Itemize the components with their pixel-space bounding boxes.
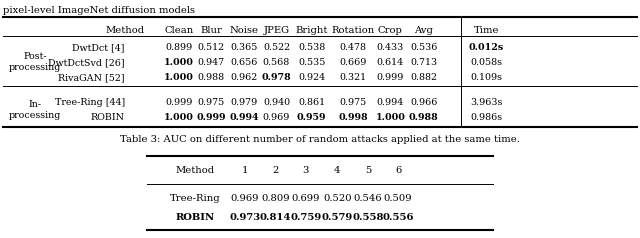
Text: 0.579: 0.579 xyxy=(322,213,353,222)
Text: DwtDctSvd [26]: DwtDctSvd [26] xyxy=(48,58,125,67)
Text: 0.999: 0.999 xyxy=(196,113,226,122)
Text: 0.975: 0.975 xyxy=(340,98,367,107)
Text: JPEG: JPEG xyxy=(264,26,289,35)
Text: 3: 3 xyxy=(303,166,309,175)
Text: 0.924: 0.924 xyxy=(298,73,325,82)
Text: 1.000: 1.000 xyxy=(164,113,194,122)
Text: 3.963s: 3.963s xyxy=(470,98,502,107)
Text: 0.535: 0.535 xyxy=(298,58,325,67)
Text: Tree-Ring: Tree-Ring xyxy=(170,194,221,203)
Text: In-
processing: In- processing xyxy=(9,100,61,120)
Text: 1.000: 1.000 xyxy=(164,58,194,67)
Text: Post-
processing: Post- processing xyxy=(9,52,61,72)
Text: Method: Method xyxy=(175,166,215,175)
Text: 5: 5 xyxy=(365,166,371,175)
Text: 2: 2 xyxy=(272,166,278,175)
Text: 6: 6 xyxy=(395,166,401,175)
Text: 0.999: 0.999 xyxy=(377,73,404,82)
Text: Time: Time xyxy=(474,26,499,35)
Text: 0.899: 0.899 xyxy=(166,43,193,52)
Text: 0.966: 0.966 xyxy=(410,98,437,107)
Text: 0.614: 0.614 xyxy=(377,58,404,67)
Text: 0.947: 0.947 xyxy=(198,58,225,67)
Text: 0.365: 0.365 xyxy=(231,43,258,52)
Text: 0.809: 0.809 xyxy=(261,194,289,203)
Text: 0.959: 0.959 xyxy=(297,113,326,122)
Text: 0.882: 0.882 xyxy=(410,73,437,82)
Text: Noise: Noise xyxy=(230,26,259,35)
Text: 0.814: 0.814 xyxy=(259,213,291,222)
Text: 0.988: 0.988 xyxy=(198,73,225,82)
Text: pixel-level ImageNet diffusion models: pixel-level ImageNet diffusion models xyxy=(3,6,195,15)
Text: 0.546: 0.546 xyxy=(354,194,382,203)
Text: ROBIN: ROBIN xyxy=(175,213,215,222)
Text: 0.433: 0.433 xyxy=(377,43,404,52)
Text: DwtDct [4]: DwtDct [4] xyxy=(72,43,125,52)
Text: 0.512: 0.512 xyxy=(198,43,225,52)
Text: 1: 1 xyxy=(242,166,248,175)
Text: 0.973: 0.973 xyxy=(230,213,260,222)
Text: Crop: Crop xyxy=(378,26,403,35)
Text: 0.522: 0.522 xyxy=(263,43,290,52)
Text: 0.509: 0.509 xyxy=(384,194,412,203)
Text: RivaGAN [52]: RivaGAN [52] xyxy=(58,73,125,82)
Text: 0.568: 0.568 xyxy=(263,58,290,67)
Text: 0.656: 0.656 xyxy=(231,58,258,67)
Text: 0.999: 0.999 xyxy=(166,98,193,107)
Text: 0.986s: 0.986s xyxy=(470,113,502,122)
Text: 0.759: 0.759 xyxy=(291,213,321,222)
Text: 4: 4 xyxy=(334,166,340,175)
Text: Method: Method xyxy=(105,26,145,35)
Text: 0.994: 0.994 xyxy=(377,98,404,107)
Text: 0.861: 0.861 xyxy=(298,98,325,107)
Text: Table 3: AUC on different number of random attacks applied at the same time.: Table 3: AUC on different number of rand… xyxy=(120,135,520,144)
Text: 0.998: 0.998 xyxy=(339,113,368,122)
Text: 0.962: 0.962 xyxy=(231,73,258,82)
Text: 0.321: 0.321 xyxy=(340,73,367,82)
Text: 0.558: 0.558 xyxy=(352,213,384,222)
Text: 0.988: 0.988 xyxy=(409,113,438,122)
Text: 0.478: 0.478 xyxy=(340,43,367,52)
Text: 0.940: 0.940 xyxy=(263,98,290,107)
Text: 0.058s: 0.058s xyxy=(470,58,502,67)
Text: 0.969: 0.969 xyxy=(263,113,290,122)
Text: 0.109s: 0.109s xyxy=(470,73,502,82)
Text: Avg: Avg xyxy=(414,26,433,35)
Text: 1.000: 1.000 xyxy=(376,113,405,122)
Text: 0.538: 0.538 xyxy=(298,43,325,52)
Text: 0.994: 0.994 xyxy=(230,113,259,122)
Text: 0.556: 0.556 xyxy=(382,213,414,222)
Text: 0.520: 0.520 xyxy=(323,194,351,203)
Text: 0.713: 0.713 xyxy=(410,58,437,67)
Text: 0.669: 0.669 xyxy=(340,58,367,67)
Text: 0.969: 0.969 xyxy=(231,194,259,203)
Text: Rotation: Rotation xyxy=(332,26,375,35)
Text: 0.012s: 0.012s xyxy=(468,43,504,52)
Text: Blur: Blur xyxy=(200,26,222,35)
Text: 0.975: 0.975 xyxy=(198,98,225,107)
Text: 0.979: 0.979 xyxy=(231,98,258,107)
Text: Bright: Bright xyxy=(296,26,328,35)
Text: 0.978: 0.978 xyxy=(262,73,291,82)
Text: Clean: Clean xyxy=(164,26,194,35)
Text: 0.699: 0.699 xyxy=(292,194,320,203)
Text: Tree-Ring [44]: Tree-Ring [44] xyxy=(54,98,125,107)
Text: ROBIN: ROBIN xyxy=(91,113,125,122)
Text: 1.000: 1.000 xyxy=(164,73,194,82)
Text: 0.536: 0.536 xyxy=(410,43,437,52)
